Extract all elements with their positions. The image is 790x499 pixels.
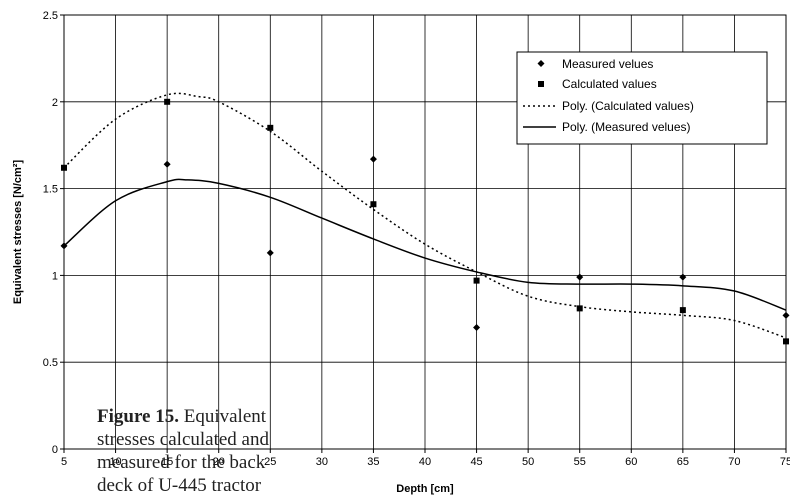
x-tick-label: 40 (419, 456, 431, 468)
calculated-point (679, 307, 686, 314)
measured-point (782, 311, 790, 319)
measured-point (576, 273, 584, 281)
caption-text: Equivalent stresses calculated and measu… (97, 406, 269, 496)
x-tick-label: 30 (316, 456, 328, 468)
y-tick-label: 1 (52, 270, 58, 282)
x-axis-title: Depth [cm] (396, 483, 454, 495)
measured-point (473, 323, 481, 331)
x-tick-label: 25 (264, 456, 276, 468)
calculated-point (576, 305, 583, 312)
measured-point (60, 242, 68, 250)
x-tick-label: 5 (61, 456, 67, 468)
x-tick-label: 65 (677, 456, 689, 468)
plot-border (63, 14, 787, 450)
calculated-point (61, 164, 67, 171)
x-tick-label: 50 (522, 456, 534, 468)
calculated-point (164, 98, 171, 105)
y-tick-label: 0 (52, 444, 58, 456)
x-tick-label: 35 (367, 456, 379, 468)
tick-labels: 5 10 15 20 25 30 35 40 45 50 55 60 65 70 75 0 0.5 1 1.5 2 2.… (43, 10, 790, 468)
trendlines (63, 92, 787, 339)
data-points (60, 98, 790, 345)
calculated-point (370, 201, 377, 208)
figure-caption: Figure 15. Equivalent stresses calculate… (97, 405, 297, 497)
x-tick-label: 20 (213, 456, 225, 468)
measured-point (163, 160, 171, 168)
calculated-point (473, 277, 480, 284)
y-tick-label: 2 (52, 97, 58, 109)
y-tick-label: 0.5 (43, 357, 58, 369)
legend-label-calculated: Calculated values (562, 77, 657, 91)
legend-box (516, 51, 768, 145)
legend-diamond-marker (537, 60, 545, 67)
trendline-measured (63, 178, 787, 311)
legend-label-measured: Measured velues (562, 57, 653, 71)
legend-label-poly-calculated: Poly. (Calculated values) (562, 99, 694, 113)
x-tick-label: 55 (574, 456, 586, 468)
calculated-point (783, 338, 789, 345)
x-tick-label: 70 (728, 456, 740, 468)
y-axis-title: Equivalent stresses [N/cm²] (12, 160, 24, 305)
legend-label-poly-measured: Poly. (Measured velues) (562, 120, 691, 134)
measured-point (266, 249, 274, 257)
caption-label: Figure 15. (97, 406, 179, 427)
legend: Measured velues Calculated values Poly. … (516, 51, 768, 145)
y-tick-label: 1.5 (43, 184, 58, 196)
x-tick-label: 75 (780, 456, 790, 468)
y-tick-label: 2.5 (43, 10, 58, 22)
legend-square-marker (538, 81, 544, 87)
x-tick-label: 45 (470, 456, 482, 468)
calculated-point (267, 124, 274, 131)
x-tick-label: 10 (109, 456, 121, 468)
measured-point (369, 155, 377, 163)
x-tick-label: 60 (625, 456, 637, 468)
x-tick-label: 15 (161, 456, 173, 468)
measured-point (679, 273, 687, 281)
